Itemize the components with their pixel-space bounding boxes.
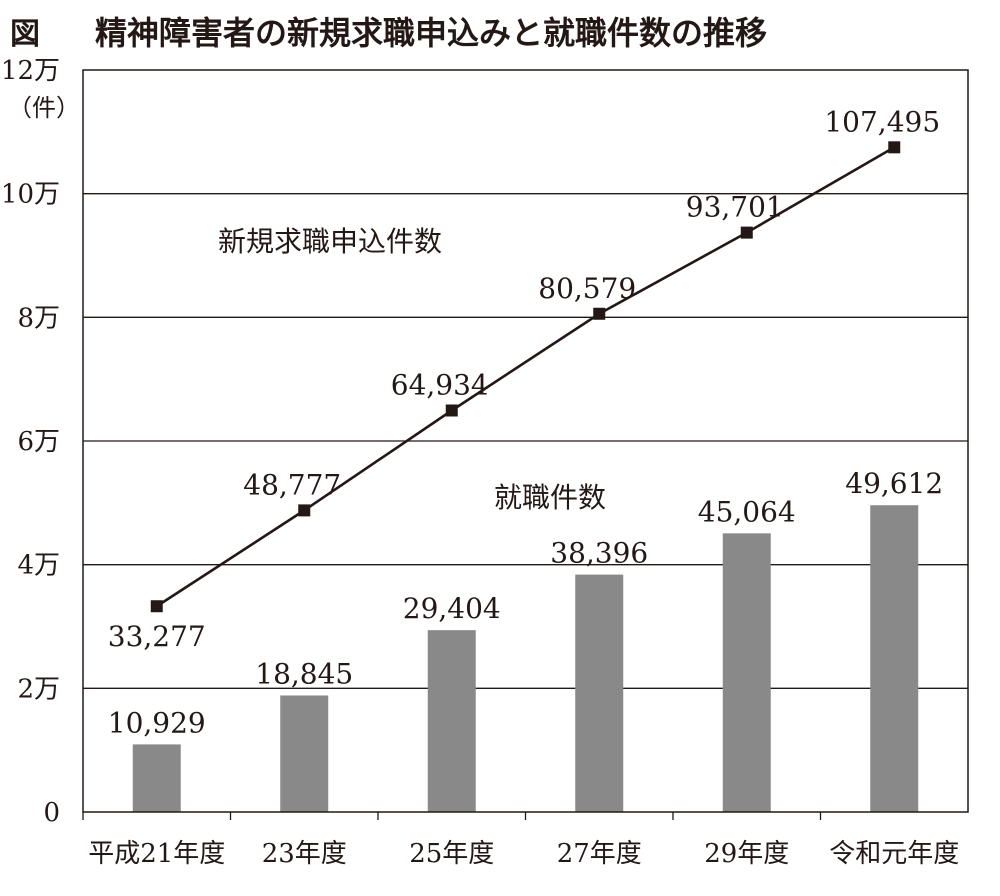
line-path <box>156 146 895 608</box>
figure-label: 図 <box>10 17 40 52</box>
x-tick-label: 25年度 <box>409 839 494 869</box>
bar-data-label: 38,396 <box>550 537 648 570</box>
y-tick-label: 4万 <box>17 551 60 581</box>
chart-title: 精神障害者の新規求職申込みと就職件数の推移 <box>95 14 767 52</box>
line-series-label: 新規求職申込件数 <box>218 225 442 258</box>
bar-data-label: 10,929 <box>108 706 206 739</box>
bar-data-label: 45,064 <box>698 495 796 528</box>
bar <box>870 505 919 812</box>
x-tick-label: 23年度 <box>262 839 347 869</box>
bar-data-label: 18,845 <box>255 657 353 690</box>
line-marker <box>740 226 753 239</box>
y-tick-label: 12万 <box>1 56 60 86</box>
bar-series: 10,929 18,845 29,404 38,396 45,064 49,612 <box>108 467 943 812</box>
plot-frame <box>82 69 969 813</box>
bar-series-label: 就職件数 <box>494 481 606 514</box>
bar <box>132 744 181 812</box>
y-axis-unit-label: （件） <box>8 94 80 122</box>
line-marker <box>150 600 163 613</box>
bar-data-label: 49,612 <box>845 467 943 500</box>
x-tick-label: 29年度 <box>704 839 789 869</box>
bar <box>575 574 624 812</box>
x-tick-label: 27年度 <box>557 839 642 869</box>
y-tick-label: 8万 <box>17 303 60 333</box>
line-data-label: 93,701 <box>686 191 784 224</box>
y-tick-label: 2万 <box>17 674 60 704</box>
line-series: 33,277 48,777 64,934 80,579 93,701 107,495 <box>108 105 940 653</box>
line-data-label: 80,579 <box>538 272 636 305</box>
bar <box>280 695 329 812</box>
line-marker <box>298 504 311 517</box>
bar <box>722 533 771 812</box>
bar <box>427 630 476 812</box>
y-tick-label: 0 <box>43 798 60 828</box>
y-axis-tick-labels: 0 2万 4万 6万 8万 10万 12万 <box>1 56 60 828</box>
x-axis-tick-labels: 平成21年度 23年度 25年度 27年度 29年度 令和元年度 <box>82 812 959 869</box>
bar-data-label: 29,404 <box>403 592 501 625</box>
line-data-label: 107,495 <box>824 105 940 138</box>
line-marker <box>888 141 901 154</box>
x-tick-label: 平成21年度 <box>88 839 225 869</box>
x-tick-label: 令和元年度 <box>829 839 959 869</box>
y-tick-label: 10万 <box>1 180 60 210</box>
line-marker <box>593 307 606 320</box>
line-marker <box>445 404 458 417</box>
grid-lines <box>83 193 968 689</box>
line-data-label: 33,277 <box>108 620 206 653</box>
y-tick-label: 6万 <box>17 427 60 457</box>
line-data-label: 48,777 <box>243 468 341 501</box>
line-data-label: 64,934 <box>391 368 489 401</box>
